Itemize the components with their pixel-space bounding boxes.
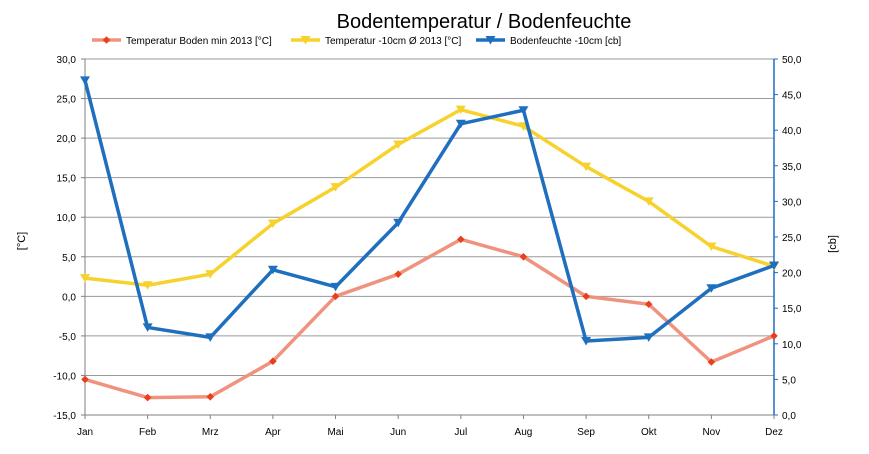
data-point <box>269 357 277 366</box>
data-point <box>205 270 216 279</box>
y-right-tick-label: 45,0 <box>782 91 802 102</box>
data-point <box>267 219 278 229</box>
data-point <box>330 183 341 192</box>
x-tick-label: Dez <box>765 427 783 438</box>
data-point <box>707 358 716 366</box>
legend-label: Bodenfeuchte -10cm [cb] <box>510 36 621 47</box>
data-point <box>518 106 529 115</box>
y-right-tick-label: 40,0 <box>782 126 802 137</box>
series-line <box>83 79 775 343</box>
y-right-tick-label: 5,0 <box>782 375 796 386</box>
y-left-tick-label: 30,0 <box>57 55 77 66</box>
y-right-tick-label: 15,0 <box>782 304 802 315</box>
x-tick-label: Jun <box>390 427 406 438</box>
x-ticks: Jan Feb Mrz Apr Mai Jun Jul Aug Sep Okt Nov Dez <box>77 415 783 438</box>
x-tick-label: Jan <box>77 427 93 438</box>
x-tick-label: Okt <box>641 427 657 438</box>
y-right-tick-label: 35,0 <box>782 162 802 173</box>
data-point <box>457 235 465 244</box>
y-right-axis-label: [cb] <box>827 235 839 253</box>
legend-item: Bodenfeuchte -10cm [cb] <box>476 36 621 47</box>
data-point <box>581 336 592 346</box>
data-point <box>706 242 717 251</box>
data-point <box>644 300 653 309</box>
y-right-tick-label: 20,0 <box>782 269 802 280</box>
data-point <box>143 393 152 402</box>
y-right-tick-label: 10,0 <box>782 340 802 351</box>
data-point <box>643 333 654 342</box>
data-point <box>206 393 215 401</box>
data-point <box>142 323 153 332</box>
series-line <box>84 107 775 288</box>
y-left-tick-label: 20,0 <box>57 134 77 145</box>
series-line <box>84 237 775 400</box>
data-point <box>80 274 90 283</box>
x-tick-label: Mai <box>327 427 343 438</box>
y-left-tick-label: -5,0 <box>59 332 77 343</box>
data-point <box>706 284 717 293</box>
data-point <box>81 375 89 384</box>
data-point <box>455 105 466 115</box>
data-point <box>455 119 466 129</box>
series-1 <box>81 235 778 402</box>
legend-item: Temperatur -10cm Ø 2013 [°C] <box>291 36 461 47</box>
x-tick-label: Sep <box>577 427 595 438</box>
series-3 <box>80 76 779 346</box>
chart-title: Bodentemperatur / Bodenfeuchte <box>337 11 632 33</box>
y-right-tick-label: 50,0 <box>782 55 802 66</box>
data-point <box>267 265 278 275</box>
x-tick-label: Nov <box>702 427 720 438</box>
data-point <box>582 292 590 301</box>
legend-swatch-marker <box>102 36 111 44</box>
legend-label: Temperatur Boden min 2013 [°C] <box>126 36 272 47</box>
y-right-tick-label: 25,0 <box>782 233 802 244</box>
y-left-tick-label: 5,0 <box>62 253 76 264</box>
data-point <box>581 162 592 172</box>
data-point <box>770 332 778 340</box>
x-tick-label: Mrz <box>202 427 219 438</box>
y-left-tick-label: 15,0 <box>57 174 77 185</box>
legend-swatch-marker <box>485 36 496 45</box>
data-point <box>394 270 402 278</box>
legend: Temperatur Boden min 2013 [°C] Temperatur… <box>92 36 621 47</box>
x-tick-label: Feb <box>139 427 157 438</box>
data-point <box>205 333 216 342</box>
data-point <box>331 292 340 301</box>
y-right-ticks: 0,0 5,0 10,0 15,0 20,0 25,0 30,0 35,0 40,0 45,0 50… <box>774 55 802 422</box>
y-left-axis-label: [°C] <box>16 232 28 250</box>
x-tick-label: Jul <box>454 427 467 438</box>
y-left-tick-label: 10,0 <box>57 213 77 224</box>
x-tick-label: Aug <box>515 427 533 438</box>
data-point <box>393 140 404 149</box>
y-left-tick-label: -15,0 <box>53 411 76 422</box>
y-left-tick-label: -10,0 <box>53 371 76 382</box>
data-point <box>330 282 341 292</box>
series-group <box>80 76 779 402</box>
data-point <box>643 197 654 206</box>
legend-swatch-marker <box>300 36 311 45</box>
y-left-tick-label: 25,0 <box>57 95 77 106</box>
data-point <box>393 218 404 228</box>
legend-item: Temperatur Boden min 2013 [°C] <box>92 36 272 47</box>
data-point <box>519 252 528 261</box>
y-left-tick-label: 0,0 <box>62 292 76 303</box>
data-point <box>142 281 153 290</box>
data-point <box>80 76 90 85</box>
x-tick-label: Apr <box>265 427 281 438</box>
legend-label: Temperatur -10cm Ø 2013 [°C] <box>325 36 461 47</box>
y-right-tick-label: 30,0 <box>782 197 802 208</box>
y-left-ticks: -15,0 -10,0 -5,0 0,0 5,0 10,0 15,0 20,0 25,0 30,0 <box>53 55 85 422</box>
y-right-tick-label: 0,0 <box>782 411 796 422</box>
data-point <box>769 261 779 270</box>
